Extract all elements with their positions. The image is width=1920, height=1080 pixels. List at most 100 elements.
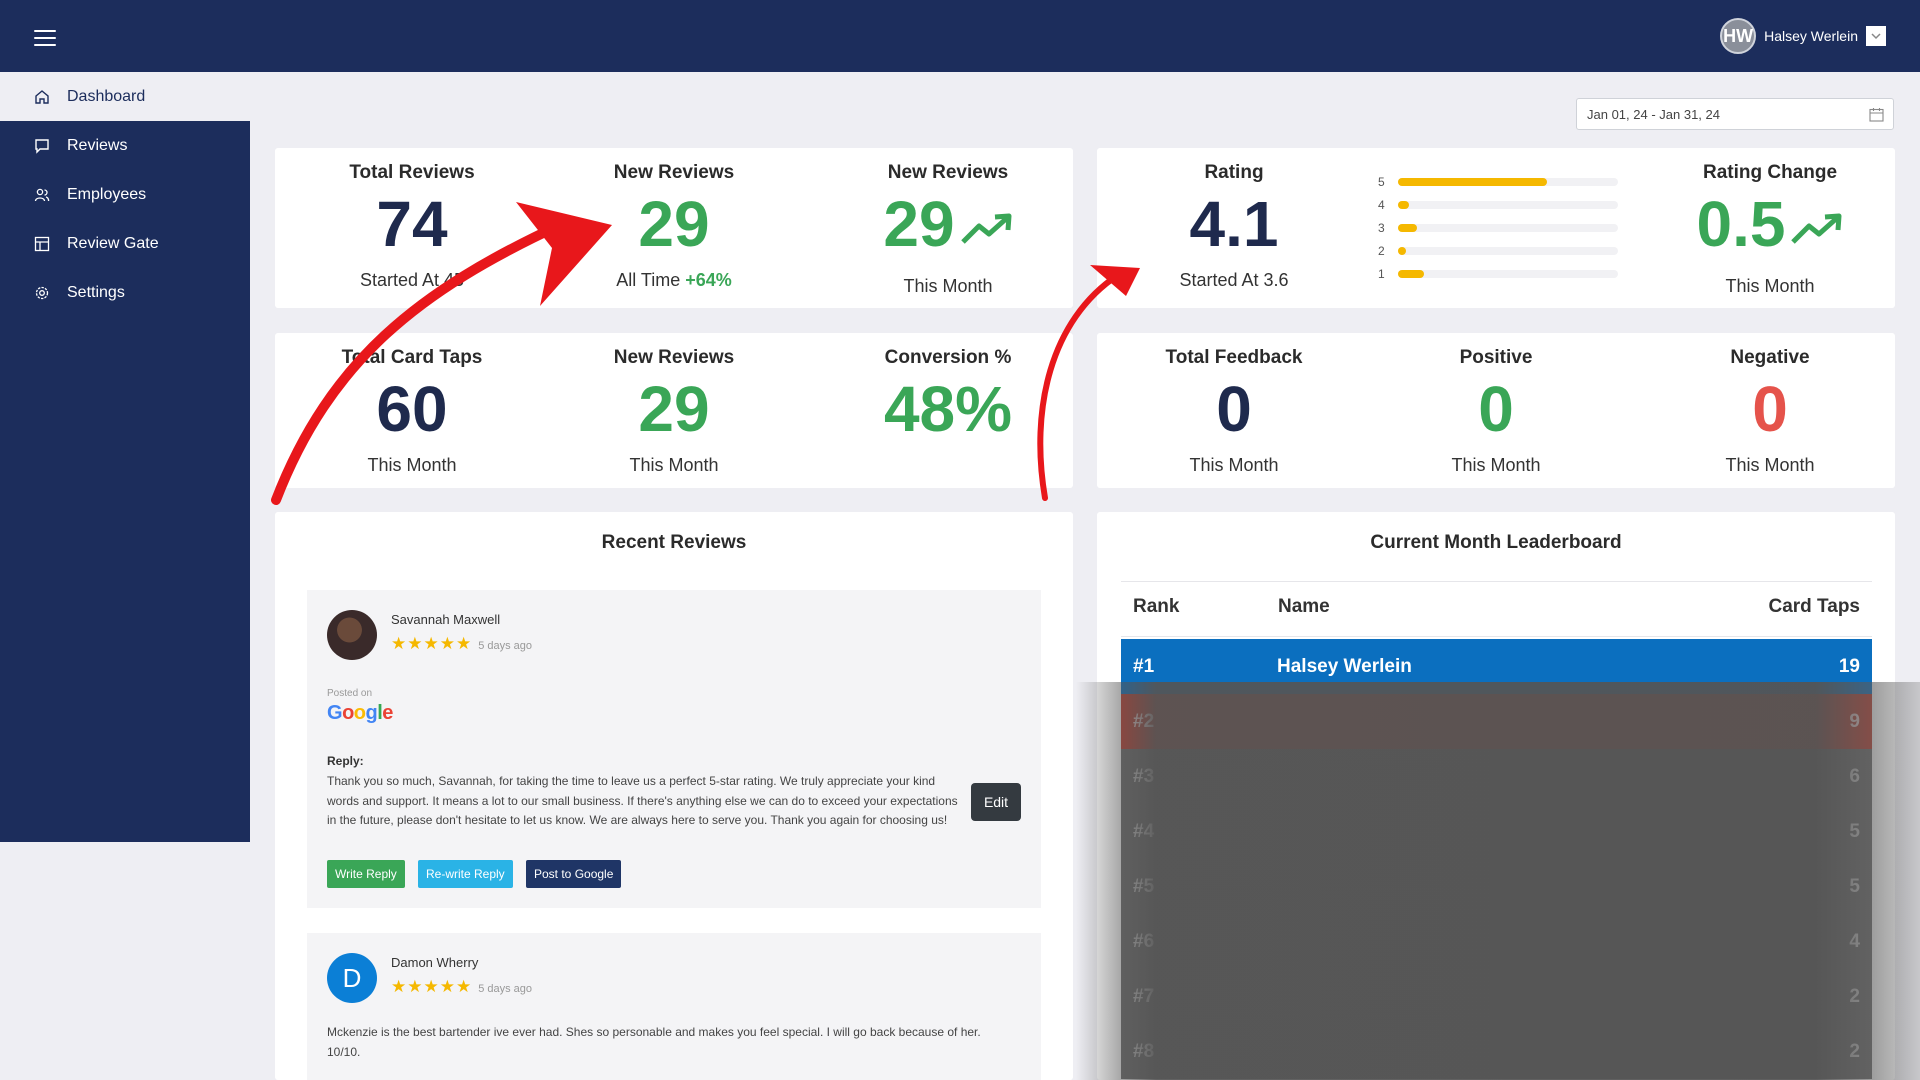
name-cell: Halsey Werlein — [1277, 655, 1412, 677]
rating-bar-fill — [1397, 177, 1548, 186]
stat-label: Total Feedback — [1165, 347, 1303, 368]
stat-sub: This Month — [1451, 455, 1541, 475]
rank-cell: #1 — [1133, 655, 1155, 677]
stat-sub-percent: +64% — [685, 270, 732, 290]
rating-stat: Rating 4.1 Started At 3.6 — [1097, 162, 1371, 291]
stat-label: Total Reviews — [349, 162, 475, 183]
stat-value: 48% — [883, 373, 1013, 445]
date-range-value: Jan 01, 24 - Jan 31, 24 — [1587, 106, 1720, 122]
column-header-taps: Card Taps — [1768, 596, 1860, 617]
stat-label: New Reviews — [613, 162, 735, 183]
card-taps-card: Total Card Taps 60 This Month New Review… — [275, 333, 1073, 488]
avatar: D — [327, 953, 377, 1003]
user-name: Halsey Werlein — [1764, 28, 1858, 44]
rating-bar-track — [1397, 269, 1618, 278]
stat-label: Rating — [1204, 162, 1264, 183]
rating-bar-track — [1397, 223, 1618, 232]
reviewer-name: Savannah Maxwell — [391, 612, 501, 627]
review-text: Mckenzie is the best bartender ive ever … — [327, 1025, 981, 1059]
stat-label: Negative — [1730, 347, 1810, 368]
rating-bar-track — [1397, 246, 1618, 255]
trending-up-icon — [960, 192, 1013, 256]
sidebar-item-reviews[interactable]: Reviews — [0, 121, 250, 170]
review-time: 5 days ago — [478, 983, 533, 995]
review-item: D Damon Wherry ★★★★★ 5 days ago Mckenzie … — [307, 933, 1041, 1080]
rewrite-reply-button[interactable]: Re-write Reply — [418, 860, 513, 888]
rating-change-stat: Rating Change 0.5 This Month — [1633, 162, 1907, 297]
stat-sub: This Month — [629, 455, 719, 475]
stat-sub: This Month — [1189, 455, 1279, 475]
recent-reviews-title: Recent Reviews — [601, 532, 747, 553]
stat-value-row: 29 — [811, 192, 1085, 256]
stat-value-row: 0.5 — [1633, 192, 1907, 256]
sidebar-item-employees[interactable]: Employees — [0, 170, 250, 219]
rating-bar-row: 1 — [1378, 262, 1618, 285]
message-square-icon — [34, 138, 50, 154]
menu-icon[interactable] — [34, 30, 56, 46]
sidebar-item-label: Reviews — [67, 136, 128, 154]
divider — [1121, 636, 1872, 637]
review-item: Savannah Maxwell ★★★★★ 5 days ago Posted … — [307, 590, 1041, 908]
stat-value: 0 — [1752, 373, 1788, 445]
write-reply-button[interactable]: Write Reply — [327, 860, 405, 888]
rating-bar-star: 1 — [1378, 266, 1385, 281]
rating-bar-star: 5 — [1378, 174, 1385, 189]
stat-label: New Reviews — [613, 347, 735, 368]
stat-label: New Reviews — [887, 162, 1009, 183]
stat-sub: This Month — [1725, 455, 1815, 475]
star-rating: ★★★★★ 5 days ago — [391, 977, 532, 997]
user-menu[interactable]: HW Halsey Werlein — [1720, 18, 1886, 54]
chevron-down-icon[interactable] — [1866, 26, 1886, 46]
redaction-blur — [1076, 682, 1920, 1080]
stat-label: Rating Change — [1702, 162, 1838, 183]
total-feedback-stat: Total Feedback 0 This Month — [1097, 347, 1371, 476]
reply-text: Thank you so much, Savannah, for taking … — [327, 774, 958, 827]
sidebar-item-label: Settings — [67, 283, 125, 301]
trending-up-icon — [1791, 192, 1843, 256]
post-to-google-button[interactable]: Post to Google — [526, 860, 622, 888]
new-reviews-tap-stat: New Reviews 29 This Month — [537, 347, 811, 476]
sidebar-item-label: Dashboard — [67, 87, 146, 105]
positive-stat: Positive 0 This Month — [1359, 347, 1633, 476]
review-time: 5 days ago — [478, 640, 533, 652]
avatar: HW — [1720, 18, 1757, 54]
sidebar-item-settings[interactable]: Settings — [0, 268, 250, 317]
stat-sub-prefix: All Time — [616, 270, 681, 290]
reply-label: Reply: — [327, 754, 364, 768]
rating-bar-row: 5 — [1378, 170, 1618, 193]
stat-sub: Started At 45 — [359, 270, 465, 290]
sidebar-item-dashboard[interactable]: Dashboard — [0, 72, 250, 121]
leaderboard-title: Current Month Leaderboard — [1370, 532, 1622, 553]
sidebar-item-review-gate[interactable]: Review Gate — [0, 219, 250, 268]
total-reviews-stat: Total Reviews 74 Started At 45 — [275, 162, 549, 291]
reviews-summary-card: Total Reviews 74 Started At 45 New Revie… — [275, 148, 1073, 308]
stars: ★★★★★ — [391, 634, 473, 653]
star-rating: ★★★★★ 5 days ago — [391, 634, 532, 654]
rating-bar-row: 2 — [1378, 239, 1618, 262]
edit-button[interactable]: Edit — [971, 783, 1021, 821]
sidebar-item-label: Employees — [67, 185, 147, 203]
layout-icon — [34, 236, 50, 252]
rating-bar-row: 4 — [1378, 193, 1618, 216]
calendar-icon[interactable] — [1869, 107, 1884, 122]
column-header-rank: Rank — [1133, 596, 1180, 617]
stat-value: 74 — [376, 188, 448, 260]
feedback-card: Total Feedback 0 This Month Positive 0 T… — [1097, 333, 1895, 488]
conversion-stat: Conversion % 48% — [811, 347, 1085, 441]
rating-bar-fill — [1397, 269, 1424, 278]
taps-cell: 19 — [1838, 655, 1860, 677]
divider — [1121, 581, 1872, 582]
card-taps-stat: Total Card Taps 60 This Month — [275, 347, 549, 476]
rating-bar-track — [1397, 177, 1618, 186]
rating-summary-card: Rating 4.1 Started At 3.6 Rating Change … — [1097, 148, 1895, 308]
negative-stat: Negative 0 This Month — [1633, 347, 1907, 476]
stat-label: Conversion % — [884, 347, 1012, 368]
posted-on-label: Posted on — [327, 688, 373, 699]
stars: ★★★★★ — [391, 977, 473, 996]
stat-label: Positive — [1459, 347, 1533, 368]
stat-value: 29 — [883, 188, 955, 260]
stat-value: 4.1 — [1189, 188, 1279, 260]
google-logo: Google — [327, 702, 393, 724]
date-range-input[interactable]: Jan 01, 24 - Jan 31, 24 — [1576, 98, 1894, 130]
rating-bar-star: 4 — [1378, 197, 1385, 212]
